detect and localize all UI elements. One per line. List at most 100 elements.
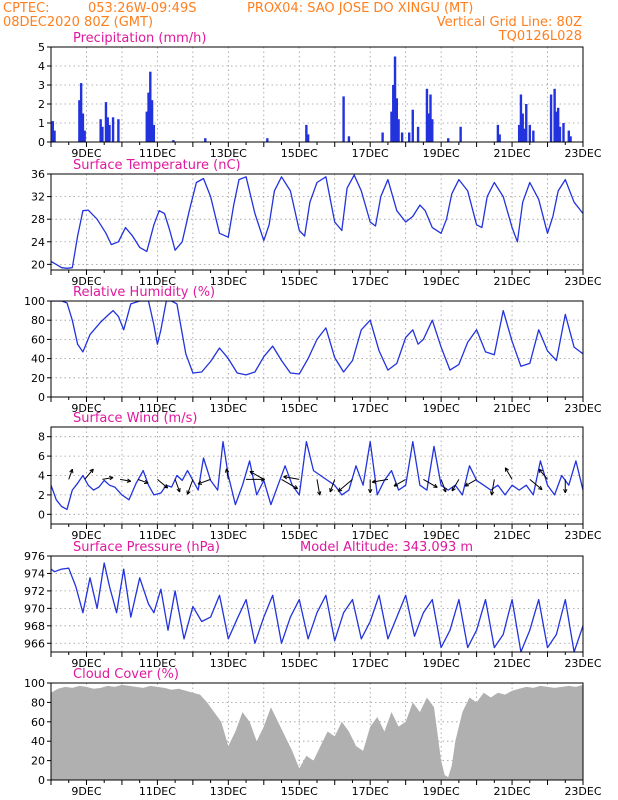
- temperature-title: Surface Temperature (nC): [73, 158, 241, 173]
- wind-vector: [84, 468, 94, 480]
- cloud-cover-xtick-label: 9DEC: [71, 785, 101, 798]
- humidity-xtick-label: 17DEC: [352, 402, 389, 415]
- temperature-ytick-label: 20: [31, 258, 45, 271]
- cloud-cover-area: [51, 684, 583, 780]
- wind-vector-head: [283, 475, 288, 478]
- wind-vector-head: [538, 468, 543, 472]
- precipitation-bar: [427, 113, 430, 142]
- header-init-time: 08DEC2020 80Z (GMT): [3, 15, 153, 30]
- temperature-xtick-label: 23DEC: [564, 275, 601, 288]
- precipitation-bar: [558, 126, 562, 142]
- temperature-xtick-label: 11DEC: [139, 275, 176, 288]
- cloud-cover-ytick-label: 40: [31, 735, 45, 748]
- humidity-xtick-label: 11DEC: [139, 402, 176, 415]
- pressure-xtick-label: 9DEC: [71, 657, 101, 670]
- precipitation-bar: [172, 140, 175, 142]
- humidity-xtick-label: 13DEC: [210, 402, 247, 415]
- precipitation-bar: [81, 113, 85, 142]
- precipitation-bar: [342, 96, 345, 142]
- wind-vector-head: [369, 488, 373, 493]
- wind-vector: [283, 476, 300, 480]
- precipitation-xtick-label: 17DEC: [352, 147, 389, 160]
- wind-vector: [68, 469, 73, 480]
- cloud-cover-ytick-label: 60: [31, 716, 45, 729]
- wind-xtick-label: 21DEC: [494, 529, 531, 542]
- precipitation-bar: [532, 130, 535, 142]
- header-location: PROX04: SAO JOSE DO XINGU (MT): [247, 1, 473, 16]
- precipitation-bar: [108, 124, 111, 142]
- precipitation-xtick-label: 19DEC: [423, 147, 460, 160]
- wind-vector-head: [371, 479, 376, 483]
- precipitation-bar: [569, 136, 572, 142]
- wind-vector-head: [563, 488, 566, 493]
- precipitation-xtick-label: 11DEC: [139, 147, 176, 160]
- pressure-annotation: Model Altitude: 343.093 m: [300, 540, 473, 555]
- wind-panel: 0 2 4 6 8 9DEC 11DEC 13DEC 15DEC 17DEC 19DEC 21DEC 2…: [38, 411, 602, 542]
- precipitation-ytick-label: 2: [38, 98, 45, 111]
- cloud-cover-ytick-label: 100: [24, 677, 45, 690]
- pressure-ytick-label: 972: [24, 585, 45, 598]
- precipitation-bar: [204, 138, 207, 142]
- precipitation-bar: [117, 119, 120, 142]
- wind-vector-head: [144, 479, 149, 484]
- precipitation-title: Precipitation (mm/h): [73, 31, 206, 46]
- wind-vector-head: [126, 480, 131, 483]
- precipitation-bar: [447, 138, 450, 142]
- precipitation-bar: [555, 111, 558, 142]
- cloud-cover-panel: 0 20 40 60 80 100 9DEC 11DEC 13DEC 15DEC 17DEC 19DE…: [24, 667, 602, 798]
- humidity-xtick-label: 21DEC: [494, 402, 531, 415]
- precipitation-bar: [101, 126, 104, 142]
- temperature-xtick-label: 17DEC: [352, 275, 389, 288]
- pressure-ytick-label: 970: [24, 602, 45, 615]
- pressure-xtick-label: 15DEC: [281, 657, 318, 670]
- wind-vector-head: [69, 468, 73, 473]
- panels: 0 1 2 3 4 5 9DEC 11DEC 13DEC 15DEC 17DEC 19DEC 21DEC…: [24, 31, 602, 798]
- wind-vector-head: [451, 488, 456, 492]
- temperature-xtick-label: 13DEC: [210, 275, 247, 288]
- precipitation-xtick-label: 21DEC: [494, 147, 531, 160]
- cloud-cover-title: Cloud Cover (%): [73, 667, 179, 682]
- wind-ytick-label: 4: [38, 470, 45, 483]
- wind-vector-head: [393, 482, 397, 487]
- precipitation-xtick-label: 15DEC: [281, 147, 318, 160]
- precipitation-bar: [553, 88, 556, 142]
- header-source: CPTEC:: [3, 1, 50, 16]
- pressure-title: Surface Pressure (hPa): [73, 540, 220, 555]
- wind-vector-head: [283, 476, 288, 480]
- wind-vector-head: [434, 483, 438, 488]
- precipitation-bar: [53, 130, 56, 142]
- temperature-data: [51, 174, 583, 269]
- wind-xtick-label: 17DEC: [352, 529, 389, 542]
- wind-vector-head: [329, 488, 334, 493]
- wind-ytick-label: 6: [38, 450, 45, 463]
- precipitation-bar: [528, 124, 531, 142]
- precipitation-bar: [425, 88, 429, 142]
- wind-vector: [102, 477, 114, 480]
- wind-vector-head: [564, 488, 568, 493]
- wind-vector-head: [337, 487, 341, 492]
- wind-vector-head: [491, 491, 495, 496]
- wind-vector-head: [317, 491, 321, 496]
- temperature-ytick-label: 36: [31, 168, 45, 181]
- precipitation-xtick-label: 13DEC: [210, 147, 247, 160]
- precipitation-bar: [152, 124, 156, 142]
- cloud-cover-xtick-label: 11DEC: [139, 785, 176, 798]
- precipitation-bar: [393, 56, 397, 142]
- precipitation-bar: [411, 109, 414, 142]
- wind-vector-head: [226, 468, 230, 473]
- wind-ytick-label: 8: [38, 431, 45, 444]
- wind-xtick-label: 13DEC: [210, 529, 247, 542]
- header-grid-line-info: Vertical Grid Line: 80Z: [437, 15, 582, 30]
- wind-vector-head: [538, 488, 543, 491]
- precipitation-bar: [51, 121, 54, 142]
- wind-vector-head: [89, 468, 94, 472]
- wind-xtick-label: 15DEC: [281, 529, 318, 542]
- wind-vector: [225, 468, 229, 480]
- precipitation-bar: [567, 130, 571, 142]
- cloud-cover-data: [51, 684, 583, 780]
- wind-vector: [329, 479, 336, 493]
- wind-vector-head: [249, 471, 253, 475]
- wind-vector-head: [187, 491, 191, 495]
- precipitation-bar: [556, 107, 560, 142]
- wind-vector-head: [109, 475, 114, 478]
